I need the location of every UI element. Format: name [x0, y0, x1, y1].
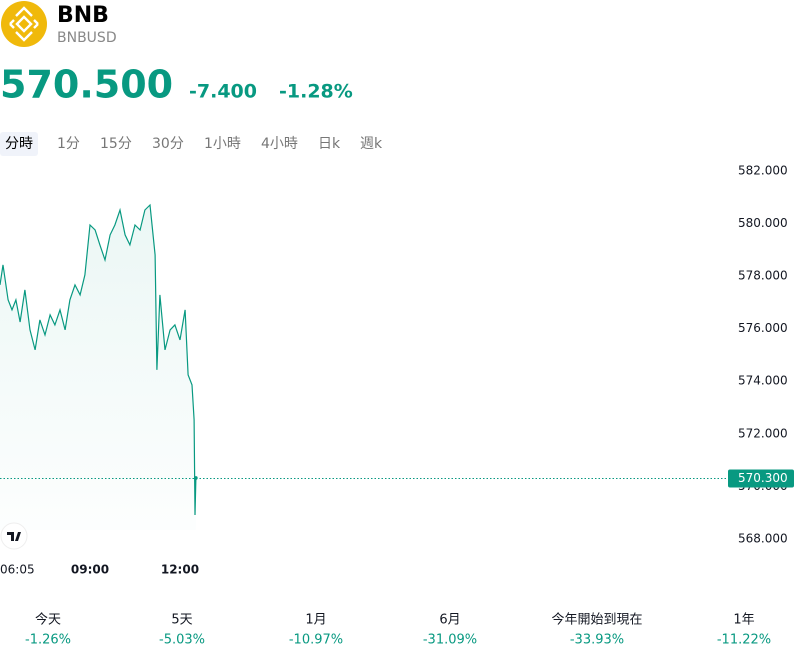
y-tick-label: 576.000 — [738, 321, 788, 335]
chart: 568.000570.000572.000574.000576.000578.0… — [0, 163, 794, 577]
tab-label[interactable]: 1分 — [57, 136, 80, 152]
performance-label[interactable]: 1年 — [733, 613, 754, 628]
performance-value[interactable]: -11.22% — [717, 633, 771, 648]
performance-label[interactable]: 今天 — [35, 612, 61, 628]
performance-label[interactable]: 1月 — [305, 613, 326, 628]
last-price-box — [728, 469, 794, 488]
tabs: 分時 1分 15分 30分 1小時 4小時 日k 週k — [0, 132, 383, 156]
performance-label[interactable]: 今年開始到現在 — [551, 612, 642, 628]
tab[interactable]: 1分 — [57, 136, 80, 152]
x-tick-label: 09:00 — [71, 563, 109, 577]
pair: BNBUSD — [57, 30, 117, 46]
x-tick-label: 06:05 — [0, 563, 35, 577]
price-line — [0, 203, 197, 516]
performance-item[interactable]: 6月 -31.09% — [423, 613, 477, 648]
y-tick-label: 574.000 — [738, 374, 788, 388]
tab[interactable]: 15分 — [100, 136, 132, 152]
y-tick-label: 578.000 — [738, 268, 788, 282]
tab[interactable]: 30分 — [152, 136, 184, 152]
x-tick-label: 12:00 — [161, 563, 199, 577]
performance-item[interactable]: 1年 -11.22% — [717, 613, 771, 648]
last-price-label: 570.300 — [738, 471, 788, 485]
tab[interactable]: 分時 — [0, 132, 38, 156]
y-tick-label: 568.000 — [738, 531, 788, 545]
tab[interactable]: 日k — [318, 136, 341, 152]
symbol: BNB — [57, 3, 109, 28]
tab-label[interactable]: 分時 — [5, 136, 33, 152]
performance-value[interactable]: -31.09% — [423, 633, 477, 648]
performance: 今天 -1.26% 5天 -5.03% 1月 -10.97% 6月 -31.09% 今年開始到現… — [25, 612, 771, 648]
performance-item[interactable]: 1月 -10.97% — [289, 613, 343, 648]
y-tick-label: 582.000 — [738, 163, 788, 177]
performance-label[interactable]: 5天 — [171, 613, 192, 628]
tab-label[interactable]: 30分 — [152, 136, 184, 152]
tab[interactable]: 4小時 — [261, 136, 298, 152]
last-point — [194, 476, 198, 480]
performance-value[interactable]: -5.03% — [159, 633, 205, 648]
tab-active-bg[interactable] — [0, 132, 38, 156]
change: -7.400 — [189, 81, 257, 103]
performance-item[interactable]: 今年開始到現在 -33.93% — [551, 612, 642, 648]
performance-item[interactable]: 今天 -1.26% — [25, 612, 71, 648]
performance-value[interactable]: -10.97% — [289, 633, 343, 648]
performance-label[interactable]: 6月 — [439, 613, 460, 628]
performance-value[interactable]: -33.93% — [570, 633, 624, 648]
tab-label[interactable]: 日k — [318, 136, 341, 152]
price: 570.500 — [0, 63, 173, 107]
logo — [1, 1, 47, 47]
tab-label[interactable]: 15分 — [100, 136, 132, 152]
tv-logo — [0, 522, 28, 550]
tab-label[interactable]: 週k — [360, 136, 383, 152]
tab[interactable]: 1小時 — [204, 136, 241, 152]
tab-label[interactable]: 1小時 — [204, 136, 241, 152]
y-tick-label: 572.000 — [738, 426, 788, 440]
tab-label[interactable]: 4小時 — [261, 136, 298, 152]
y-tick-label: 580.000 — [738, 216, 788, 230]
change-percent: -1.28% — [279, 81, 353, 103]
area-fill — [0, 205, 196, 530]
performance-value[interactable]: -1.26% — [25, 633, 71, 648]
performance-item[interactable]: 5天 -5.03% — [159, 613, 205, 648]
tab[interactable]: 週k — [360, 136, 383, 152]
